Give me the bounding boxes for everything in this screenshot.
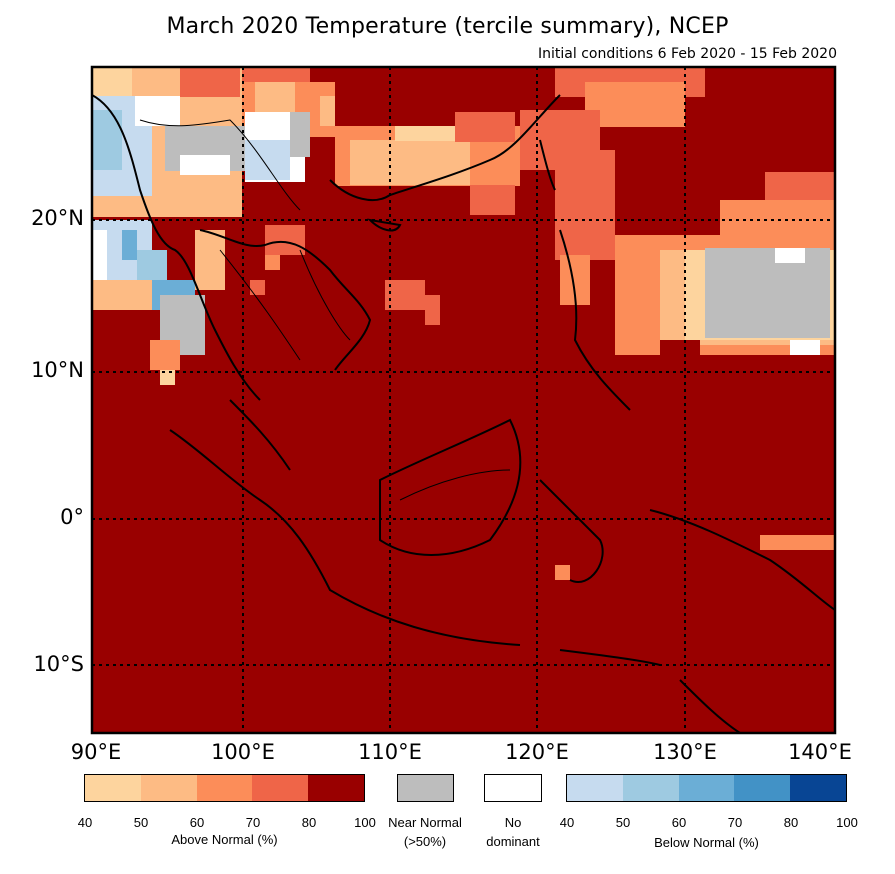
below-tick: 60 [671,815,687,830]
lat-label-20n: 20°N [31,206,84,230]
lat-label-0: 0° [60,505,84,529]
no-dominant-label: No dominant [486,815,540,849]
below-normal-label: Below Normal (%) [654,835,759,850]
lon-label-140e: 140°E [788,740,852,764]
coastlines [92,94,835,733]
above-tick: 100 [354,815,376,830]
gridlines [92,67,835,733]
map-subtitle: Initial conditions 6 Feb 2020 - 15 Feb 2… [538,46,837,62]
below-tick: 40 [559,815,575,830]
philippine-sea-near-normal-region [555,172,835,580]
lon-label-90e: 90°E [70,740,122,764]
below-tick: 80 [783,815,799,830]
above-swatch-60 [196,775,253,801]
above-normal-colorbar [84,774,365,802]
no-dominant-swatch [484,774,542,802]
borders [139,119,511,501]
above-swatch-80 [308,775,364,801]
map-frame [90,65,837,735]
myanmar-below-normal-region [92,67,310,385]
east-china-sea-region [520,67,705,305]
above-tick: 60 [189,815,205,830]
above-tick: 70 [245,815,261,830]
lon-label-130e: 130°E [653,740,717,764]
lon-label-100e: 100°E [211,740,275,764]
below-tick: 70 [727,815,743,830]
lat-label-10s: 10°S [33,652,84,676]
lon-label-120e: 120°E [505,740,569,764]
lat-label-10n: 10°N [31,358,84,382]
below-normal-colorbar [566,774,847,802]
below-tick: 100 [836,815,858,830]
below-tick: 50 [615,815,631,830]
below-swatch-40 [567,775,623,801]
above-tick: 80 [301,815,317,830]
above-swatch-70 [252,775,309,801]
above-normal-label: Above Normal (%) [171,832,278,847]
below-swatch-60 [678,775,735,801]
near-normal-label: Near Normal (>50%) [388,815,462,849]
lon-label-110e: 110°E [358,740,422,764]
above-swatch-40 [85,775,141,801]
map-title: March 2020 Temperature (tercile summary)… [166,14,729,39]
above-swatch-50 [140,775,197,801]
near-normal-swatch [397,774,454,802]
above-tick: 50 [133,815,149,830]
below-swatch-70 [734,775,791,801]
above-tick: 40 [77,815,93,830]
below-swatch-80 [790,775,846,801]
below-swatch-50 [622,775,679,801]
